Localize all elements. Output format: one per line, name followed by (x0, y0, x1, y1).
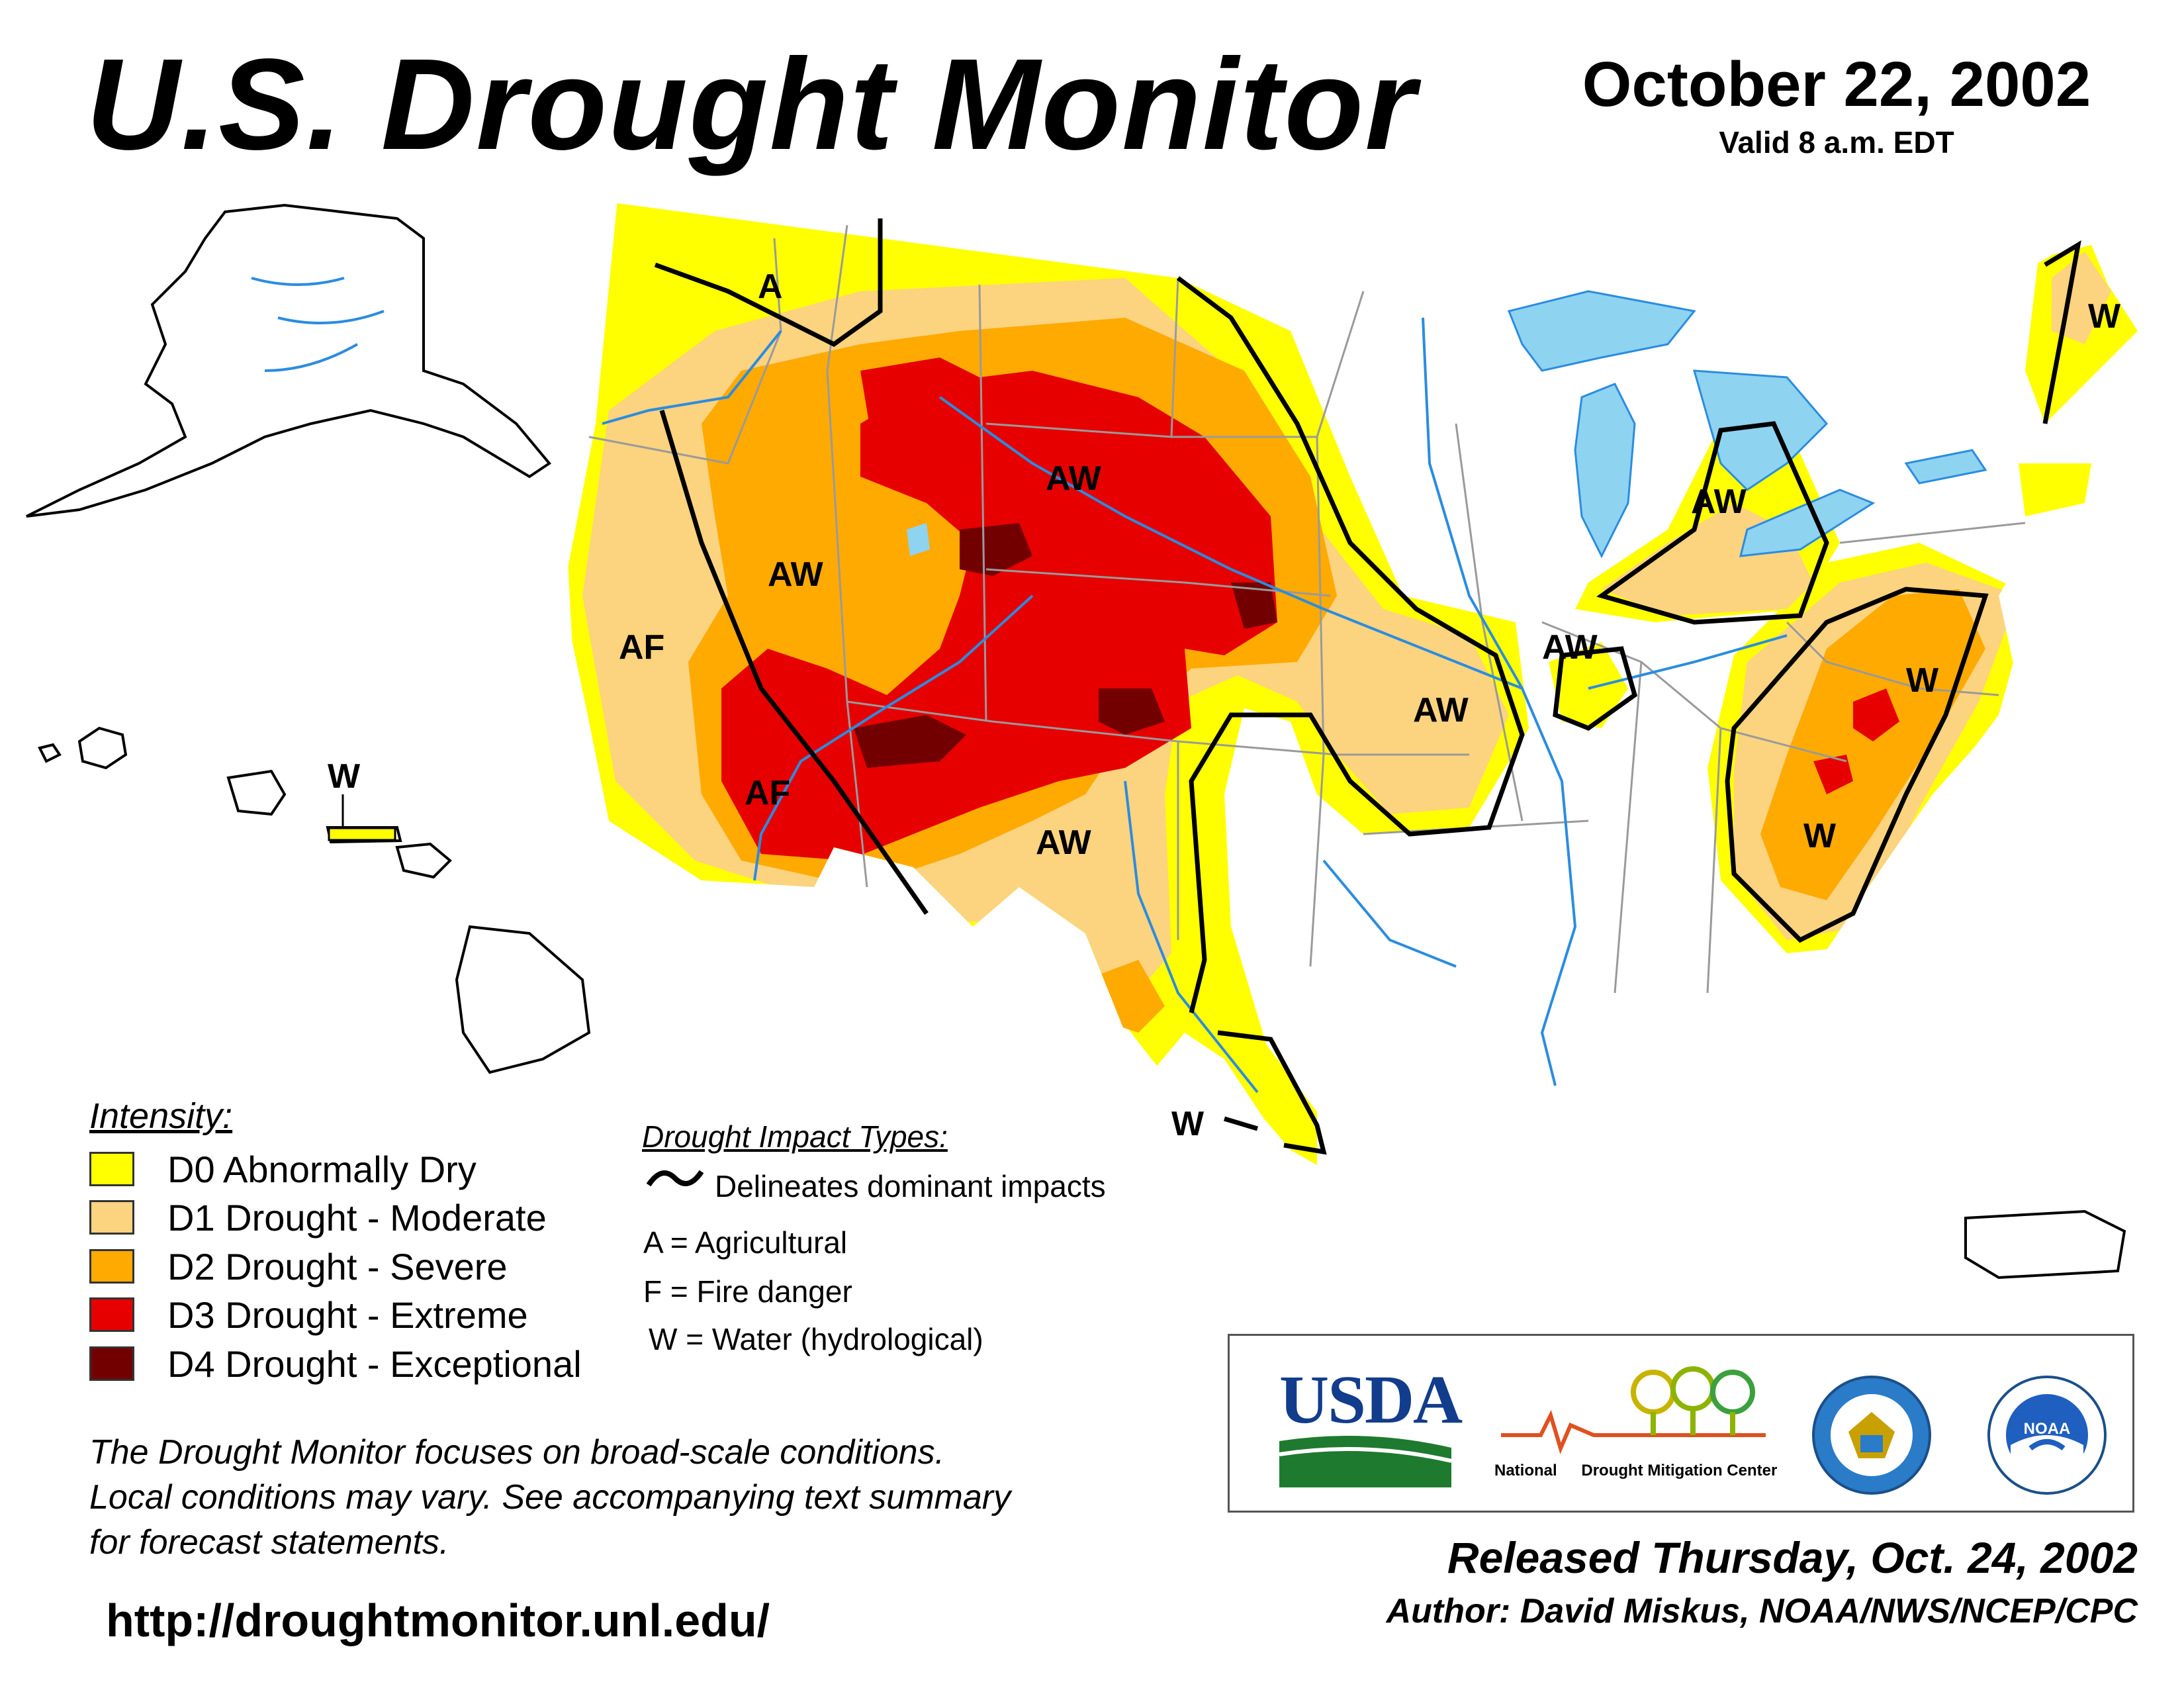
noaa-logo-text: NOAA (2023, 1420, 2071, 1438)
map-label-af-southwest: AF (745, 774, 790, 812)
legend-label-d1: D1 Drought - Moderate (167, 1196, 547, 1239)
map-impact-labels: A AW AW AF AF AW AW AW AW W W W W W (328, 267, 2121, 1143)
usda-logo: USDA (1279, 1362, 1463, 1491)
legend-row-d4: D4 Drought - Exceptional (89, 1342, 582, 1385)
website-link[interactable]: http://droughtmonitor.unl.edu/ (106, 1595, 770, 1646)
impact-fire-danger: F = Fire danger (643, 1274, 852, 1309)
doc-seal-icon (1809, 1372, 1934, 1501)
map-label-aw-michigan: AW (1691, 483, 1747, 521)
usda-field-graphic (1279, 1436, 1452, 1487)
ndmc-logo: National Drought Mitigation Center (1494, 1362, 1777, 1495)
map-label-aw-illinois: AW (1542, 628, 1598, 667)
hawaii-islands (38, 726, 591, 1074)
legend-label-d3: D3 Drought - Extreme (167, 1293, 528, 1336)
note-line-2: Local conditions may vary. See accompany… (89, 1478, 1011, 1517)
legend-row-d3: D3 Drought - Extreme (89, 1293, 528, 1336)
ndmc-label-national: National (1494, 1462, 1557, 1479)
impact-water: W = Water (hydrological) (649, 1322, 983, 1356)
map-label-aw-northwest: AW (768, 555, 824, 594)
agency-logos-box: USDA National Drought Mitigation Center (1228, 1334, 2134, 1513)
impact-lines (654, 218, 2081, 1155)
author-credit: Author: David Miskus, NOAA/NWS/NCEP/CPC (1386, 1592, 2138, 1630)
state-borders (588, 224, 2026, 994)
ndmc-trees-icon (1501, 1366, 1766, 1454)
legend-label-d2: D2 Drought - Severe (167, 1245, 508, 1288)
valid-time: Valid 8 a.m. EDT (1719, 125, 1954, 160)
map-label-aw-arkansas: AW (1413, 691, 1469, 729)
release-date: Released Thursday, Oct. 24, 2002 (1447, 1533, 2138, 1582)
legend-swatch-d4 (89, 1346, 134, 1381)
legend-label-d0: D0 Abnormally Dry (167, 1148, 477, 1190)
puerto-rico-outline (1964, 1209, 2126, 1280)
map-label-w-texas: W (1171, 1105, 1205, 1143)
ndmc-label-center: Drought Mitigation Center (1581, 1462, 1778, 1479)
page-title: U.S. Drought Monitor (86, 32, 1417, 177)
impact-line-label: Delineates dominant impacts (715, 1169, 1106, 1203)
legend-swatch-d3 (89, 1297, 134, 1332)
map-label-aw-new-mexico: AW (1036, 823, 1092, 862)
map-label-a: A (758, 267, 783, 306)
map-date: October 22, 2002 (1582, 49, 2091, 120)
rivers (602, 317, 1788, 1094)
usda-logo-text: USDA (1279, 1362, 1463, 1438)
legend-swatch-d0 (89, 1152, 134, 1186)
legend-swatch-d1 (89, 1200, 134, 1235)
note-line-1: The Drought Monitor focuses on broad-sca… (89, 1433, 945, 1472)
legend-title: Intensity: (89, 1096, 233, 1136)
map-label-af-california: AF (619, 628, 664, 667)
impact-types-title: Drought Impact Types: (642, 1119, 948, 1154)
note-line-3: for forecast statements. (89, 1523, 449, 1562)
map-label-aw-rockies: AW (1046, 459, 1102, 498)
impact-agricultural: A = Agricultural (643, 1225, 848, 1260)
legend-row-d0: D0 Abnormally Dry (89, 1149, 477, 1190)
legend-label-d4: D4 Drought - Exceptional (167, 1342, 582, 1385)
map-label-w-virginia: W (1906, 661, 1939, 700)
map-label-w-maine: W (2088, 297, 2121, 336)
noaa-logo: NOAA (1984, 1372, 2110, 1501)
legend-row-d1: D1 Drought - Moderate (89, 1196, 547, 1239)
great-lakes (1507, 290, 1987, 559)
disclaimer-note: The Drought Monitor focuses on broad-sca… (89, 1430, 1214, 1565)
map-label-w-carolinas: W (1803, 817, 1837, 855)
legend-row-d2: D2 Drought - Severe (89, 1245, 508, 1288)
map-label-w-hawaii: W (328, 757, 361, 796)
legend-swatch-d2 (89, 1249, 134, 1284)
alaska-outline (26, 203, 551, 518)
